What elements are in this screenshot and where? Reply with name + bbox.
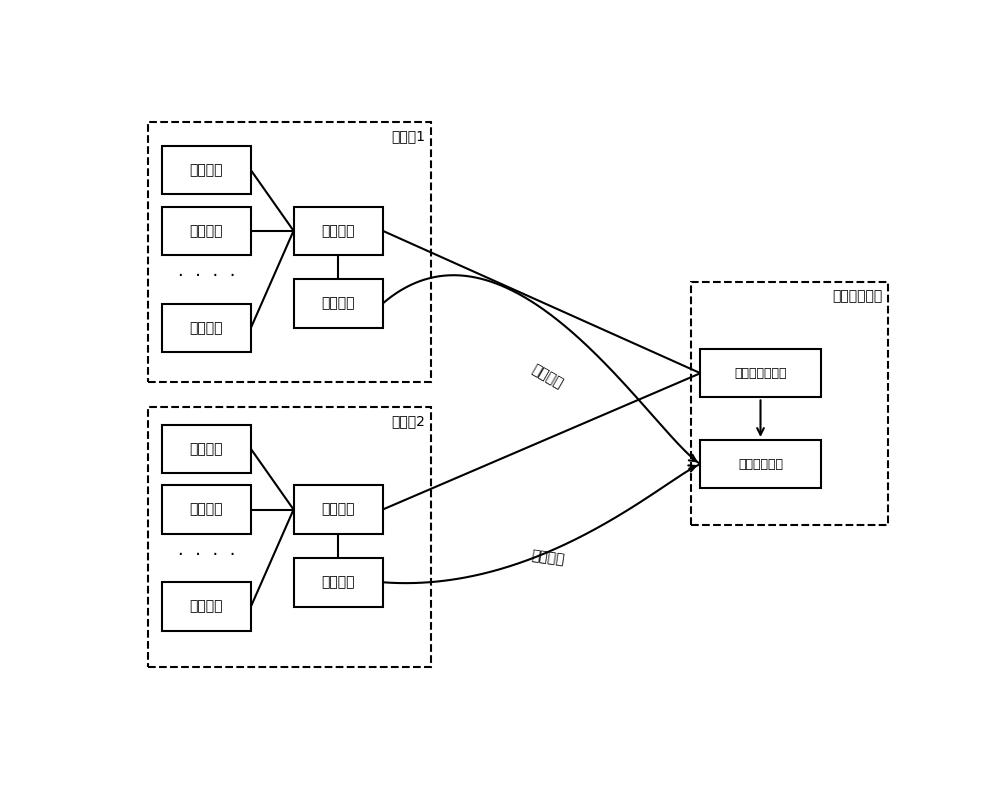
Bar <box>148 407 431 667</box>
Text: 数据中心网络: 数据中心网络 <box>832 290 882 304</box>
Text: 网络设备: 网络设备 <box>190 321 223 334</box>
Bar <box>162 582 251 630</box>
Text: 阻断设备: 阻断设备 <box>321 575 355 589</box>
Text: ·  ·  ·  ·: · · · · <box>178 546 235 564</box>
Text: 网络设备: 网络设备 <box>190 442 223 456</box>
Bar <box>294 558 383 607</box>
Text: 网络设备: 网络设备 <box>190 224 223 238</box>
Text: 局域网2: 局域网2 <box>391 414 425 428</box>
Text: 阻断设备: 阻断设备 <box>321 297 355 311</box>
Bar <box>162 425 251 473</box>
Text: 局域网1: 局域网1 <box>391 129 425 143</box>
Text: 网络设备: 网络设备 <box>190 503 223 516</box>
Bar <box>700 349 821 397</box>
Bar <box>148 122 431 382</box>
Text: ·  ·  ·  ·: · · · · <box>178 268 235 285</box>
Bar <box>691 283 888 525</box>
Bar <box>162 304 251 352</box>
Text: 心跳数据: 心跳数据 <box>530 549 565 567</box>
Text: 边缘设备: 边缘设备 <box>321 503 355 516</box>
Text: 网络设备: 网络设备 <box>190 163 223 177</box>
Text: 网络设备: 网络设备 <box>190 600 223 614</box>
Text: 边缘设备: 边缘设备 <box>321 224 355 238</box>
Bar <box>294 486 383 534</box>
Bar <box>294 279 383 327</box>
Bar <box>162 206 251 255</box>
Text: 心跳数据: 心跳数据 <box>529 362 565 390</box>
Bar <box>294 206 383 255</box>
Text: 交换机或路由器: 交换机或路由器 <box>734 367 787 379</box>
Bar <box>700 440 821 488</box>
Text: 阻断管理设备: 阻断管理设备 <box>738 457 783 471</box>
Bar <box>162 486 251 534</box>
Bar <box>162 146 251 194</box>
